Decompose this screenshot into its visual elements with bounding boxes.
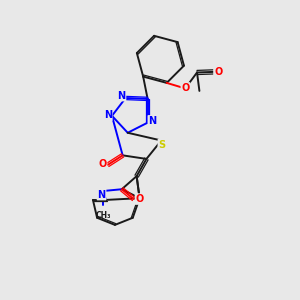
Text: N: N — [117, 91, 125, 100]
Text: O: O — [214, 67, 222, 77]
Text: O: O — [136, 194, 144, 204]
Text: N: N — [104, 110, 112, 120]
Text: O: O — [181, 83, 190, 93]
Text: N: N — [148, 116, 156, 126]
Text: O: O — [98, 159, 106, 169]
Text: N: N — [98, 190, 106, 200]
Text: S: S — [158, 140, 166, 150]
Text: CH₃: CH₃ — [95, 211, 111, 220]
